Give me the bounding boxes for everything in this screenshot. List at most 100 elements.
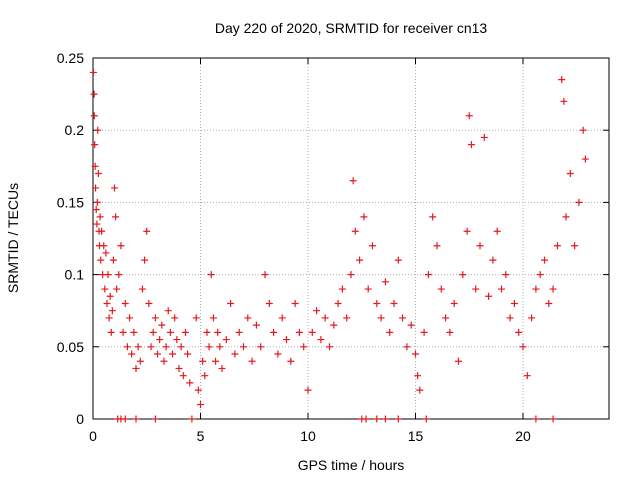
- data-point: [412, 350, 419, 358]
- data-point: [390, 299, 398, 307]
- data-point: [96, 213, 104, 221]
- x-axis-label: GPS time / hours: [298, 457, 405, 473]
- data-point: [465, 112, 473, 120]
- data-point: [581, 155, 589, 163]
- data-point: [203, 328, 211, 336]
- data-point: [364, 285, 372, 293]
- data-point: [360, 213, 368, 221]
- data-point: [109, 256, 117, 264]
- data-point: [278, 314, 286, 322]
- data-point: [154, 350, 161, 358]
- data-point: [93, 220, 101, 228]
- data-point: [156, 336, 164, 344]
- data-point: [403, 343, 411, 351]
- y-tick-label: 0: [76, 411, 84, 427]
- ticks: 0 5 10 15 20 0 0.05 0.1 0.15 0.2 0.25: [57, 50, 609, 444]
- data-point: [455, 357, 462, 365]
- data-point: [91, 162, 99, 170]
- data-point: [399, 314, 407, 322]
- data-point: [94, 126, 102, 134]
- data-point: [338, 285, 346, 293]
- data-point: [214, 328, 222, 336]
- data-point: [162, 343, 170, 351]
- data-point: [467, 141, 475, 149]
- data-point: [132, 415, 140, 423]
- data-point: [394, 415, 402, 423]
- data-point: [291, 299, 299, 307]
- data-point: [532, 285, 540, 293]
- y-tick-label: 0.25: [57, 50, 84, 66]
- data-point: [274, 350, 282, 358]
- data-point: [506, 314, 514, 322]
- data-point: [126, 314, 134, 322]
- data-point: [119, 328, 127, 336]
- data-point: [209, 314, 217, 322]
- data-point: [330, 321, 338, 329]
- data-point: [442, 314, 450, 322]
- data-point: [248, 357, 256, 365]
- gridlines: [93, 58, 609, 419]
- data-point: [446, 328, 454, 336]
- data-point: [422, 415, 430, 423]
- data-point: [123, 343, 131, 351]
- data-point: [98, 227, 106, 235]
- data-point: [407, 321, 415, 329]
- data-point: [261, 271, 269, 279]
- data-point: [112, 213, 120, 221]
- data-point: [92, 184, 100, 192]
- x-tick-label: 5: [197, 428, 205, 444]
- data-point: [93, 198, 101, 206]
- data-point: [143, 227, 151, 235]
- data-point: [240, 343, 247, 351]
- data-point: [369, 242, 376, 250]
- data-point: [480, 133, 488, 141]
- x-tick-label: 10: [300, 428, 316, 444]
- data-point: [414, 372, 422, 380]
- y-tick-label: 0.05: [57, 339, 84, 355]
- data-point: [121, 415, 129, 423]
- data-point: [553, 242, 561, 250]
- data-point: [326, 343, 333, 351]
- data-point: [532, 415, 540, 423]
- y-tick-label: 0.1: [65, 267, 85, 283]
- data-point: [489, 256, 497, 264]
- data-point: [121, 299, 129, 307]
- data-point: [429, 213, 437, 221]
- data-point: [231, 350, 239, 358]
- data-point: [128, 350, 136, 358]
- data-point: [313, 307, 321, 315]
- data-point: [295, 328, 303, 336]
- x-tick-label: 0: [89, 428, 97, 444]
- data-point: [138, 285, 146, 293]
- data-point: [218, 364, 226, 372]
- data-point: [89, 68, 97, 76]
- data-point: [424, 271, 432, 279]
- data-point: [184, 350, 192, 358]
- data-point: [158, 321, 166, 329]
- data-point: [476, 242, 484, 250]
- data-point: [91, 141, 99, 149]
- data-point: [244, 314, 252, 322]
- data-point: [216, 343, 224, 351]
- chart-title: Day 220 of 2020, SRMTID for receiver cn1…: [215, 20, 488, 36]
- data-point: [515, 328, 523, 336]
- data-point: [100, 242, 108, 250]
- data-point: [235, 328, 243, 336]
- data-point: [308, 328, 316, 336]
- data-point: [317, 336, 325, 344]
- data-point: [362, 415, 370, 423]
- data-marks: [89, 68, 589, 423]
- data-point: [134, 343, 142, 351]
- data-point: [541, 256, 548, 264]
- data-point: [101, 285, 109, 293]
- data-point: [151, 314, 159, 322]
- data-point: [575, 198, 583, 206]
- data-point: [175, 364, 183, 372]
- data-point: [90, 112, 98, 120]
- data-point: [111, 184, 118, 192]
- data-point: [181, 328, 189, 336]
- data-point: [97, 256, 105, 264]
- data-point: [493, 227, 501, 235]
- y-axis-label: SRMTID / TECUs: [5, 183, 21, 293]
- data-point: [147, 343, 155, 351]
